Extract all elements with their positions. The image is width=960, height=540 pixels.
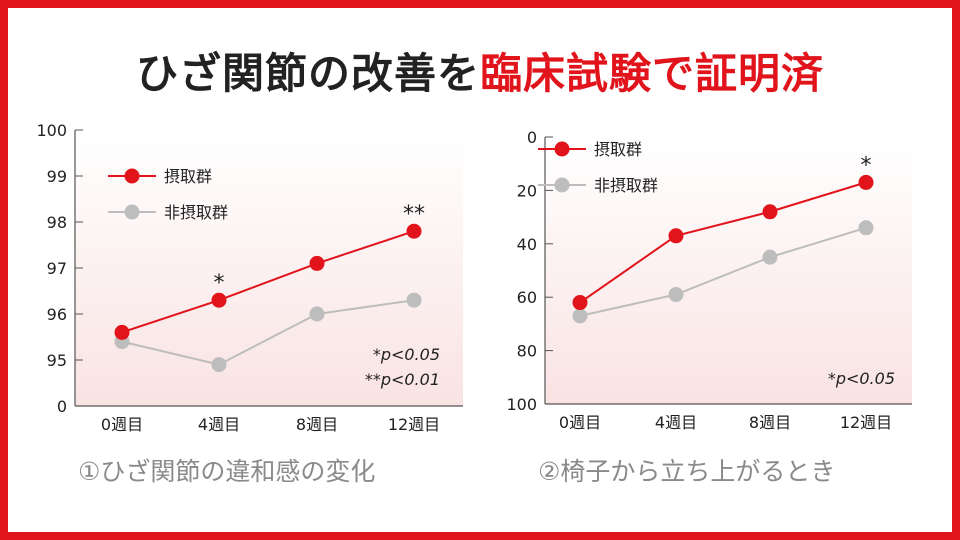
- legend-marker: [124, 204, 140, 220]
- y-tick-label: 98: [47, 213, 67, 232]
- y-tick-label: 0: [57, 397, 67, 416]
- x-tick-label: 12週目: [388, 415, 440, 434]
- data-point-non-intake: [211, 357, 227, 373]
- data-point-intake: [572, 295, 588, 311]
- y-tick-label: 80: [517, 342, 537, 361]
- series-line-intake: [579, 181, 867, 304]
- legend-marker: [124, 168, 140, 184]
- x-tick-label: 0週目: [101, 415, 143, 434]
- legend-label: 摂取群: [164, 167, 212, 186]
- title-highlight: 臨床試験で証明済: [480, 49, 825, 98]
- significance-marker: **: [403, 202, 425, 227]
- p-value-note: *p<0.05: [828, 369, 895, 388]
- chart2-caption: ②椅子から立ち上がるとき: [538, 457, 836, 486]
- data-point-intake: [762, 204, 778, 220]
- y-tick-label: 95: [47, 351, 67, 370]
- legend-marker: [554, 177, 570, 193]
- x-tick-label: 8週目: [296, 415, 338, 434]
- data-point-non-intake: [406, 292, 422, 308]
- chart1-caption: ①ひざ関節の違和感の変化: [78, 457, 376, 486]
- x-tick-label: 12週目: [840, 413, 892, 432]
- series-line-non-intake: [121, 299, 415, 366]
- y-tick-label: 97: [47, 259, 67, 278]
- data-point-non-intake: [858, 220, 874, 236]
- p-value-note: **p<0.01: [365, 370, 440, 389]
- y-tick-label: 40: [517, 235, 537, 254]
- x-tick-label: 4週目: [198, 415, 240, 434]
- page-title: ひざ関節の改善を臨床試験で証明済: [0, 40, 960, 101]
- data-point-intake: [114, 324, 130, 340]
- y-tick-label: 60: [517, 288, 537, 307]
- data-point-intake: [858, 174, 874, 190]
- legend-label: 非摂取群: [594, 176, 658, 195]
- title-main: ひざ関節の改善を: [135, 49, 480, 98]
- y-tick-label: 99: [47, 167, 67, 186]
- data-point-intake: [406, 223, 422, 239]
- data-point-non-intake: [309, 306, 325, 322]
- series-line-non-intake: [579, 226, 867, 317]
- data-point-non-intake: [668, 287, 684, 303]
- y-tick-label: 100: [506, 395, 537, 414]
- y-tick-label: 100: [36, 121, 67, 140]
- significance-marker: *: [214, 271, 225, 296]
- legend-label: 非摂取群: [164, 203, 228, 222]
- data-point-non-intake: [762, 249, 778, 265]
- data-point-non-intake: [572, 308, 588, 324]
- y-tick-label: 20: [517, 181, 537, 200]
- p-value-note: *p<0.05: [373, 345, 440, 364]
- data-point-intake: [211, 292, 227, 308]
- legend-marker: [554, 141, 570, 157]
- significance-marker: *: [861, 153, 872, 178]
- x-tick-label: 0週目: [559, 413, 601, 432]
- data-point-intake: [309, 255, 325, 271]
- x-tick-label: 4週目: [655, 413, 697, 432]
- plot-area: [545, 137, 912, 404]
- y-tick-label: 0: [527, 128, 537, 147]
- series-line-intake: [121, 230, 415, 334]
- data-point-intake: [668, 228, 684, 244]
- legend-label: 摂取群: [594, 140, 642, 159]
- y-tick-label: 96: [47, 305, 67, 324]
- x-tick-label: 8週目: [749, 413, 791, 432]
